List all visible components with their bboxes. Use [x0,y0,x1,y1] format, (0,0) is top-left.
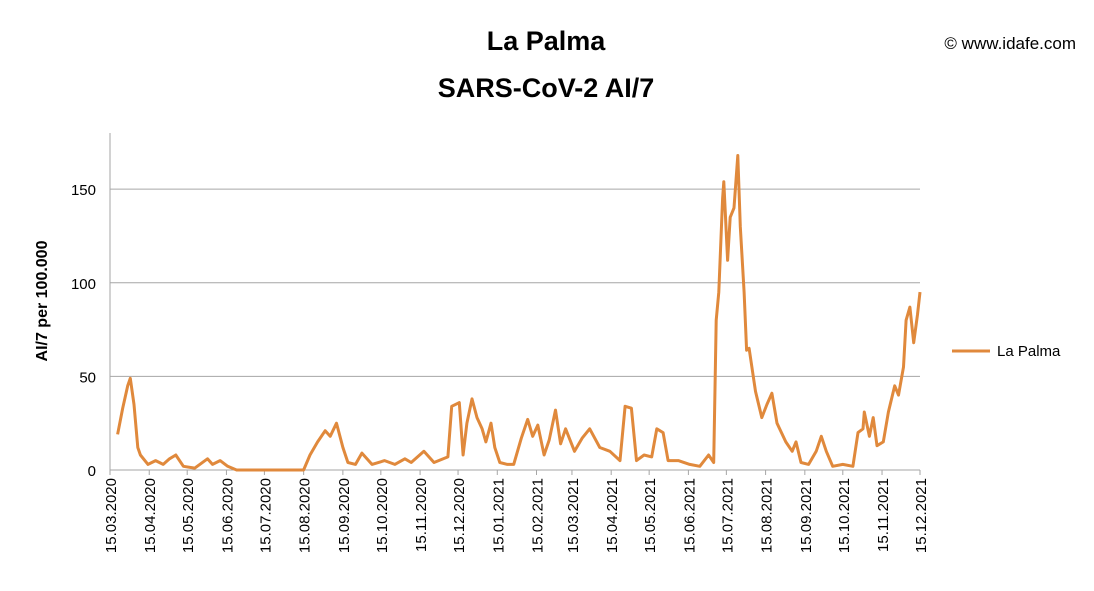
x-tick-label: 15.03.2021 [565,478,582,553]
x-tick-label: 15.10.2021 [836,478,853,553]
x-tick-label: 15.10.2020 [374,478,391,553]
x-tick-label: 15.02.2021 [530,478,547,553]
x-tick-label: 15.08.2021 [759,478,776,553]
x-tick-label: 15.11.2020 [413,478,430,552]
y-axis-label: AI/7 per 100.000 [34,240,51,361]
x-tick-label: 15.05.2021 [642,478,659,553]
x-tick-label: 15.12.2021 [913,478,930,553]
x-tick-label: 15.06.2020 [219,478,236,553]
x-tick-label: 15.12.2020 [451,478,468,553]
x-tick-label: 15.09.2021 [798,478,815,553]
x-tick-label: 15.06.2021 [681,478,698,553]
y-tick-label: 100 [71,276,96,293]
x-tick-label: 15.03.2020 [103,478,120,553]
x-tick-label: 15.11.2021 [875,478,892,552]
x-tick-label: 15.07.2021 [719,478,736,553]
x-tick-label: 15.04.2020 [142,478,159,553]
x-tick-label: 15.05.2020 [180,478,197,553]
line-series [116,154,922,472]
chart-subtitle: SARS-CoV-2 AI/7 [438,73,655,103]
x-tick-label: 15.04.2021 [604,478,621,553]
chart-title: La Palma [487,26,607,56]
x-tick-label: 15.09.2020 [336,478,353,553]
y-tick-label: 50 [79,369,96,386]
y-tick-label: 150 [71,182,96,199]
legend-label: La Palma [997,343,1061,360]
x-tick-label: 15.07.2020 [257,478,274,553]
x-tick-label: 15.08.2020 [297,478,314,553]
y-tick-label: 0 [88,463,96,480]
x-tick-label: 15.01.2021 [490,478,507,553]
watermark: © www.idafe.com [944,34,1076,53]
